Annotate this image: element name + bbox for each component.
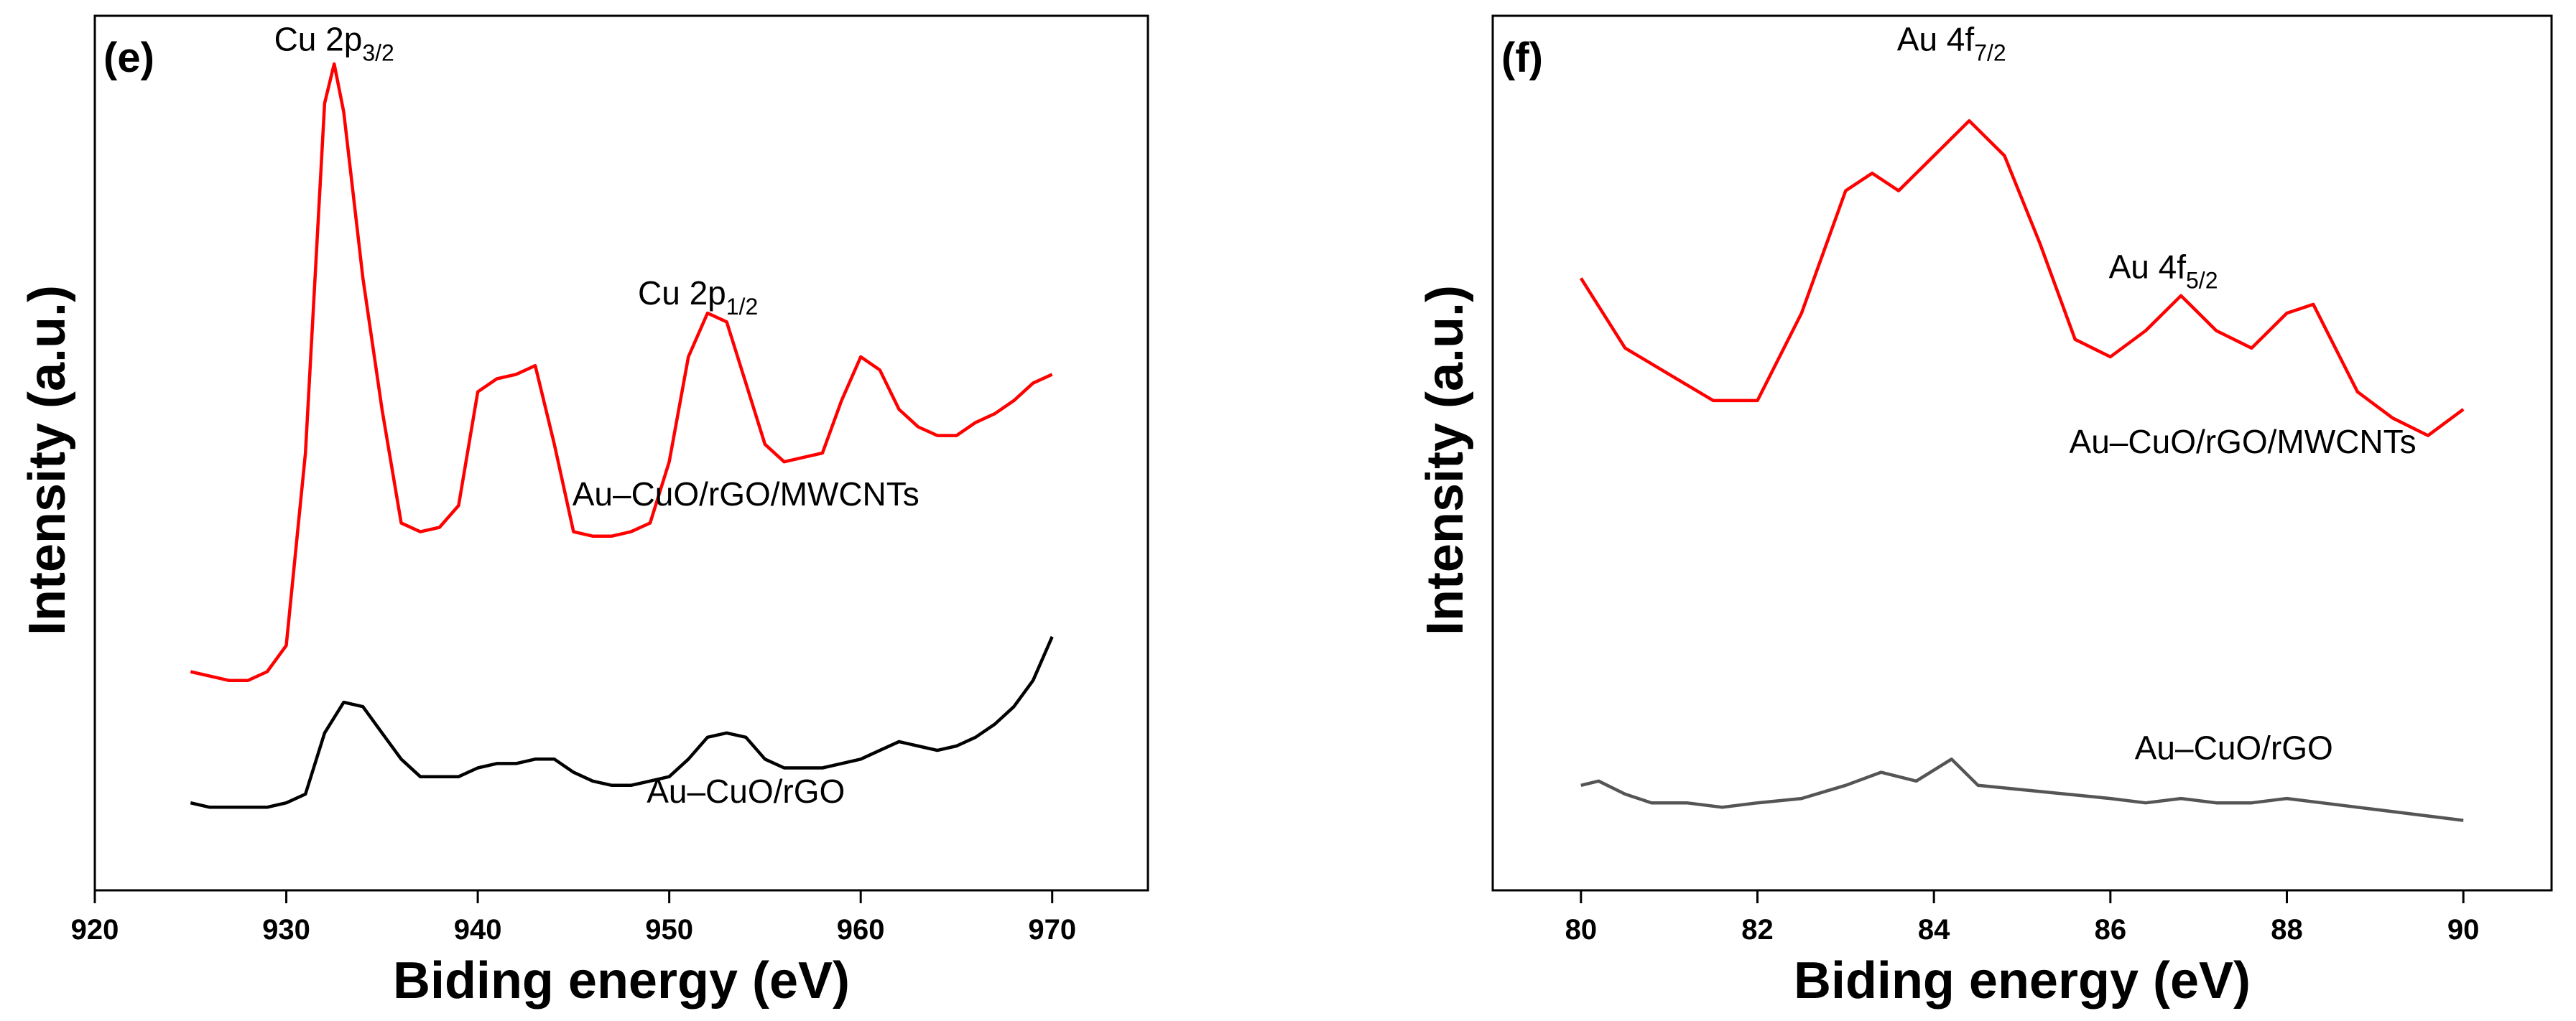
y-axis-title: Intensity (a.u.) [1417, 285, 1474, 635]
x-axis-title: Biding energy (eV) [1794, 952, 2251, 1010]
peak-annotation: Au 4f7/2 [1897, 21, 2006, 66]
x-tick-label: 90 [2447, 914, 2480, 946]
series-label: Au–CuO/rGO [2135, 729, 2333, 766]
x-tick-label: 920 [71, 914, 119, 946]
peak-annotation-sub: 5/2 [2186, 267, 2218, 293]
peak-annotation-sub: 7/2 [1974, 40, 2006, 66]
y-axis-title: Intensity (a.u.) [19, 285, 76, 635]
peak-annotation: Cu 2p3/2 [274, 21, 394, 66]
x-tick-label: 930 [262, 914, 310, 946]
panel-label: (e) [103, 34, 154, 81]
x-tick-label: 84 [1918, 914, 1950, 946]
x-tick-label: 950 [645, 914, 693, 946]
peak-annotation-sub: 3/2 [362, 40, 394, 66]
series-line-0 [190, 62, 1053, 682]
x-tick-label: 86 [2095, 914, 2127, 946]
x-tick-label: 80 [1565, 914, 1598, 946]
series-line-1 [190, 635, 1054, 809]
series-label: Au–CuO/rGO/MWCNTs [573, 475, 919, 513]
panel-label: (f) [1501, 34, 1543, 81]
panel-f: 80 82 84 86 88 90 Biding energy (eV) Intensity … [1417, 14, 2553, 1010]
x-tick-label: 960 [837, 914, 885, 946]
series-label: Au–CuO/rGO [647, 773, 845, 810]
peak-annotation-main: Au 4f [1897, 21, 1975, 58]
series-label: Au–CuO/rGO/MWCNTs [2070, 423, 2417, 460]
peak-annotation-sub: 1/2 [726, 294, 758, 320]
x-tick-label: 970 [1028, 914, 1076, 946]
x-tick-label: 88 [2271, 914, 2303, 946]
series-line-1 [1580, 757, 2464, 822]
peak-annotation: Cu 2p1/2 [638, 274, 758, 320]
x-axis-title: Biding energy (eV) [393, 952, 850, 1010]
peak-annotation-main: Cu 2p [274, 21, 363, 58]
panel-e: 920 930 940 950 960 970 Biding energy (eV) Inte… [19, 14, 1149, 1010]
peak-annotation: Au 4f5/2 [2109, 248, 2218, 293]
x-tick-label: 940 [454, 914, 502, 946]
x-tick-label: 82 [1741, 914, 1774, 946]
peak-annotation-main: Au 4f [2109, 248, 2187, 285]
peak-annotation-main: Cu 2p [638, 274, 726, 312]
plot-frame [1491, 14, 2553, 892]
plot-frame [93, 14, 1149, 892]
series-line-0 [1579, 118, 2465, 437]
